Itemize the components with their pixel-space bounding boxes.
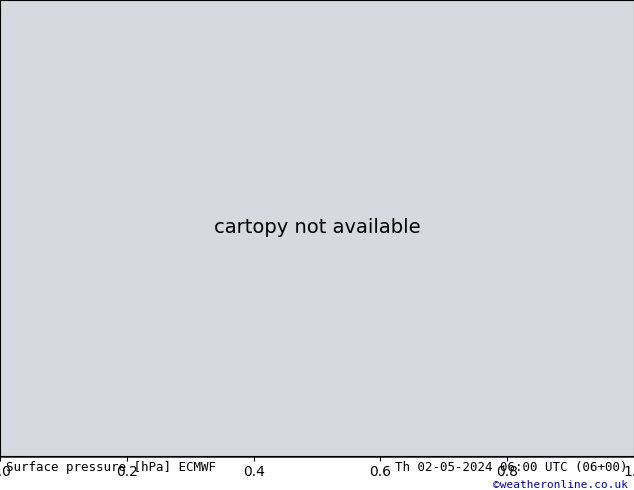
Text: Th 02-05-2024 06:00 UTC (06+00): Th 02-05-2024 06:00 UTC (06+00): [395, 461, 628, 474]
Text: cartopy not available: cartopy not available: [214, 219, 420, 237]
Text: ©weatheronline.co.uk: ©weatheronline.co.uk: [493, 480, 628, 490]
Text: Surface pressure [hPa] ECMWF: Surface pressure [hPa] ECMWF: [6, 461, 216, 474]
